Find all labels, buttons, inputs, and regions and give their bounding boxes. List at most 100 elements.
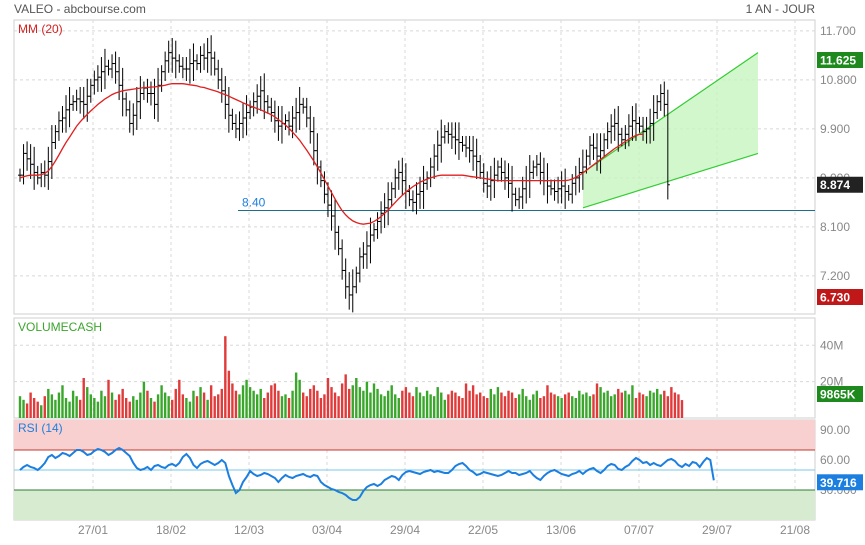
- volume-bar: [163, 392, 167, 418]
- price-bar: [279, 106, 284, 144]
- price-bar: [71, 95, 76, 111]
- volume-bar: [666, 396, 670, 418]
- volume-bar: [266, 392, 269, 418]
- volume-bar: [489, 388, 493, 418]
- price-bar: [471, 135, 476, 171]
- volume-bar: [298, 379, 301, 418]
- price-bar: [460, 135, 465, 152]
- volume-bar: [648, 390, 652, 418]
- volume-bar: [351, 385, 354, 418]
- volume-bar: [549, 392, 553, 418]
- volume-bar: [624, 390, 627, 418]
- price-bar: [233, 114, 238, 139]
- price-bar: [336, 225, 341, 256]
- volume-bar: [386, 390, 390, 418]
- volume-bar: [404, 387, 408, 418]
- price-bar: [205, 37, 210, 73]
- price-bar: [435, 130, 440, 171]
- volume-bar: [567, 392, 570, 418]
- x-tick-label: 22/05: [468, 523, 498, 537]
- volume-bar: [627, 394, 631, 418]
- x-tick-label: 13/06: [546, 523, 576, 537]
- volume-bar: [638, 392, 641, 418]
- price-bar: [95, 65, 100, 92]
- price-bar: [301, 97, 306, 114]
- price-bar: [226, 86, 231, 133]
- low-badge: 6.730: [817, 289, 863, 305]
- volume-bar: [677, 394, 680, 418]
- price-bar: [527, 155, 532, 199]
- price-bar: [432, 144, 437, 179]
- volume-bar: [294, 372, 298, 418]
- price-bar: [131, 103, 136, 136]
- volume-bar: [245, 379, 248, 418]
- price-bar: [439, 119, 444, 163]
- volume-bar: [305, 396, 308, 418]
- volume-badge-text: 9865K: [820, 388, 856, 402]
- volume-bar: [546, 385, 549, 418]
- trend-channel-upper: [582, 52, 759, 173]
- rsi-line: [19, 446, 715, 501]
- price-bar: [587, 135, 592, 166]
- volume-bar: [50, 394, 54, 418]
- low-badge-text: 6.730: [820, 291, 850, 305]
- volume-bar: [482, 396, 485, 418]
- price-bar: [191, 43, 196, 81]
- volume-bar: [620, 392, 623, 418]
- volume-bar: [128, 401, 131, 418]
- volume-bar: [195, 396, 199, 418]
- price-bar: [655, 95, 660, 120]
- price-bar: [449, 122, 454, 150]
- price-bar: [566, 184, 571, 201]
- price-y-tick: 11.700: [820, 24, 856, 38]
- price-bar: [25, 141, 30, 171]
- price-bar: [361, 242, 366, 269]
- price-bar: [520, 176, 525, 209]
- volume-bar: [447, 394, 450, 418]
- volume-bar: [556, 396, 560, 418]
- volume-bars: [18, 336, 684, 418]
- price-bar: [287, 111, 292, 136]
- volume-bar: [217, 394, 220, 418]
- volume-bar: [418, 392, 422, 418]
- price-bar: [56, 111, 61, 141]
- volume-bar: [560, 398, 563, 418]
- volume-bar: [542, 396, 546, 418]
- volume-bar: [29, 392, 32, 418]
- price-bar: [138, 76, 143, 120]
- x-tick-label: 12/03: [234, 523, 264, 537]
- price-bar: [177, 54, 182, 73]
- volume-y-tick: 20M: [820, 375, 843, 389]
- price-bar: [467, 135, 472, 163]
- volume-bar: [634, 398, 638, 418]
- trend-channel-lower: [582, 152, 759, 209]
- volume-bar: [464, 383, 468, 418]
- volume-badge: 9865K: [817, 386, 863, 402]
- price-bar: [456, 122, 461, 160]
- price-bar: [251, 92, 256, 117]
- high-badge-box: [817, 52, 863, 68]
- volume-bar: [510, 392, 514, 418]
- price-bar: [396, 160, 401, 190]
- volume-bar: [277, 390, 280, 418]
- volume-bar: [103, 396, 107, 418]
- volume-bar: [248, 387, 252, 418]
- price-bar: [414, 182, 419, 215]
- volume-bar: [645, 396, 648, 418]
- price-bar: [212, 51, 217, 76]
- price-bar: [630, 106, 635, 141]
- trend-channel-fill: [583, 52, 758, 208]
- volume-bar: [365, 381, 369, 418]
- volume-bar: [160, 385, 163, 418]
- volume-bar: [394, 394, 397, 418]
- price-bar: [637, 116, 642, 133]
- price-bar: [117, 57, 122, 101]
- volume-bar: [457, 396, 461, 418]
- volume-bar: [436, 387, 439, 418]
- volume-bar: [613, 394, 616, 418]
- volume-bar: [390, 385, 393, 418]
- price-bar: [237, 111, 242, 141]
- price-bar: [184, 57, 189, 81]
- price-bar: [159, 65, 164, 92]
